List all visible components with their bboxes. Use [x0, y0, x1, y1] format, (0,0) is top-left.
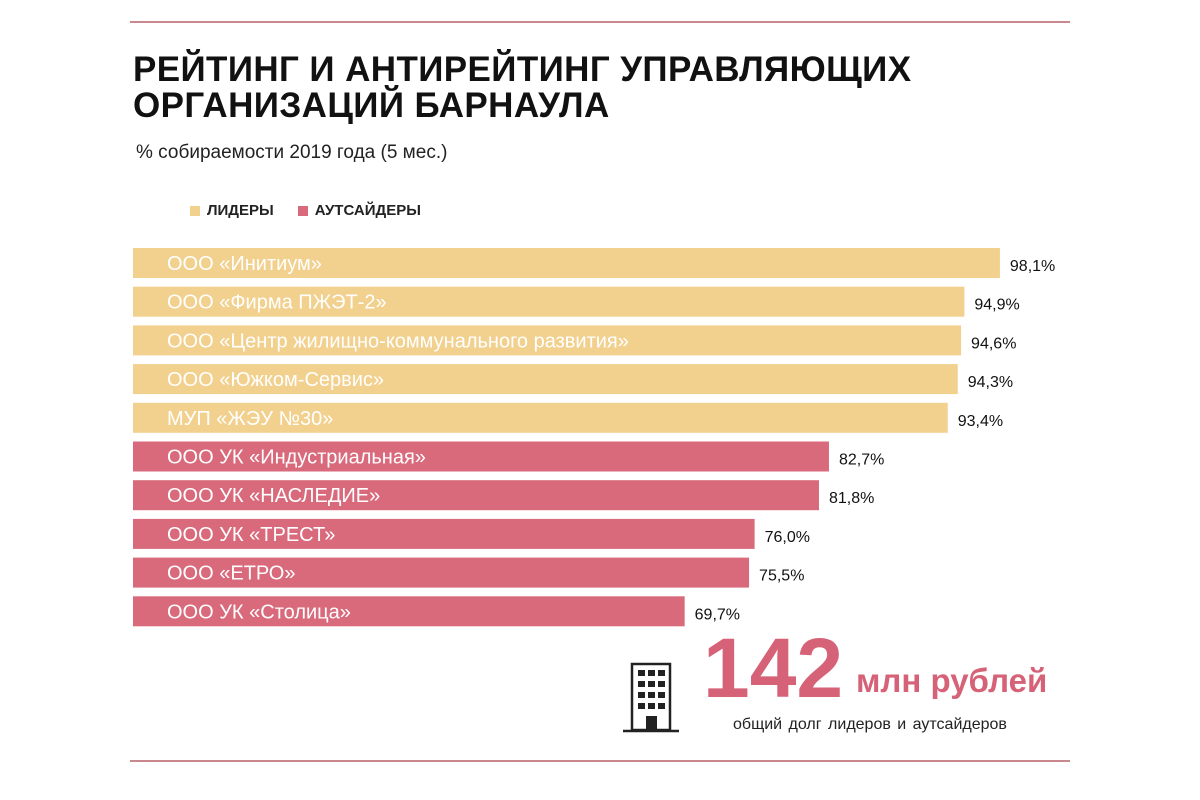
- bar-category-label-5: МУП «ЖЭУ №30»: [167, 408, 333, 430]
- bar-4: [133, 364, 958, 395]
- bar-value-label-1: 98,1%: [1010, 258, 1055, 275]
- legend: ЛИДЕРЫ АУТСАЙДЕРЫ: [190, 202, 421, 219]
- chart-title-line-1: РЕЙТИНГ И АНТИРЕЙТИНГ УПРАВЛЯЮЩИХ: [133, 50, 912, 89]
- bar-6: [133, 441, 829, 472]
- bar-category-label-8: ООО УК «ТРЕСТ»: [167, 524, 335, 546]
- bar-1: [133, 248, 1000, 278]
- legend-item-outsiders: АУТСАЙДЕРЫ: [297, 202, 421, 219]
- chart-subtitle: % собираемости 2019 года (5 мес.): [136, 142, 448, 163]
- bar-5: [133, 402, 948, 433]
- bar-value-label-9: 75,5%: [759, 568, 804, 585]
- bar-value-label-10: 69,7%: [695, 606, 740, 623]
- bar-category-label-10: ООО УК «Столица»: [167, 601, 351, 623]
- bar-category-label-1: ООО «Инитиум»: [167, 253, 322, 275]
- chart-title-line-2: ОРГАНИЗАЦИЙ БАРНАУЛА: [133, 86, 610, 125]
- bar-value-label-8: 76,0%: [765, 529, 810, 546]
- bar-7: [133, 480, 819, 511]
- bar-chart: ООО «Инитиум» 98,1% ООО «Фирма ПЖЭТ-2» 94,9…: [133, 248, 1055, 627]
- bar-8: [133, 518, 755, 549]
- bar-category-label-3: ООО «Центр жилищно-коммунального развити…: [167, 330, 629, 352]
- debt-caption: общий долг лидеров и аутсайдеров: [733, 716, 1007, 733]
- bar-category-label-7: ООО УК «НАСЛЕДИЕ»: [167, 485, 380, 507]
- legend-item-leaders: ЛИДЕРЫ: [190, 202, 274, 219]
- legend-label-leaders: ЛИДЕРЫ: [207, 202, 274, 219]
- chart-title: РЕЙТИНГ И АНТИРЕЙТИНГ УПРАВЛЯЮЩИХ ОРГАНИ…: [133, 52, 1033, 124]
- bar-value-label-2: 94,9%: [974, 297, 1019, 314]
- bar-category-label-9: ООО «ЕТРО»: [167, 563, 296, 585]
- building-icon: [623, 662, 679, 733]
- bar-category-label-2: ООО «Фирма ПЖЭТ-2»: [167, 292, 387, 314]
- legend-swatch-outsiders: [297, 205, 308, 216]
- bar-category-label-4: ООО «Южком-Сервис»: [167, 369, 384, 391]
- legend-swatch-leaders: [190, 205, 200, 216]
- bar-value-label-4: 94,3%: [968, 374, 1013, 391]
- top-divider: [130, 21, 1070, 23]
- bar-value-label-5: 93,4%: [958, 413, 1003, 430]
- bar-value-label-7: 81,8%: [829, 490, 874, 507]
- debt-amount: 142: [703, 621, 844, 715]
- bar-category-label-6: ООО УК «Индустриальная»: [167, 447, 426, 469]
- legend-label-outsiders: АУТСАЙДЕРЫ: [314, 202, 421, 219]
- bar-value-label-6: 82,7%: [839, 452, 884, 469]
- bar-9: [133, 557, 750, 588]
- bar-value-label-3: 94,6%: [971, 335, 1016, 352]
- bar-10: [133, 596, 685, 627]
- bar-3: [133, 325, 962, 356]
- bottom-divider: [130, 760, 1070, 762]
- debt-unit: млн рублей: [856, 662, 1048, 699]
- bar-2: [133, 286, 965, 317]
